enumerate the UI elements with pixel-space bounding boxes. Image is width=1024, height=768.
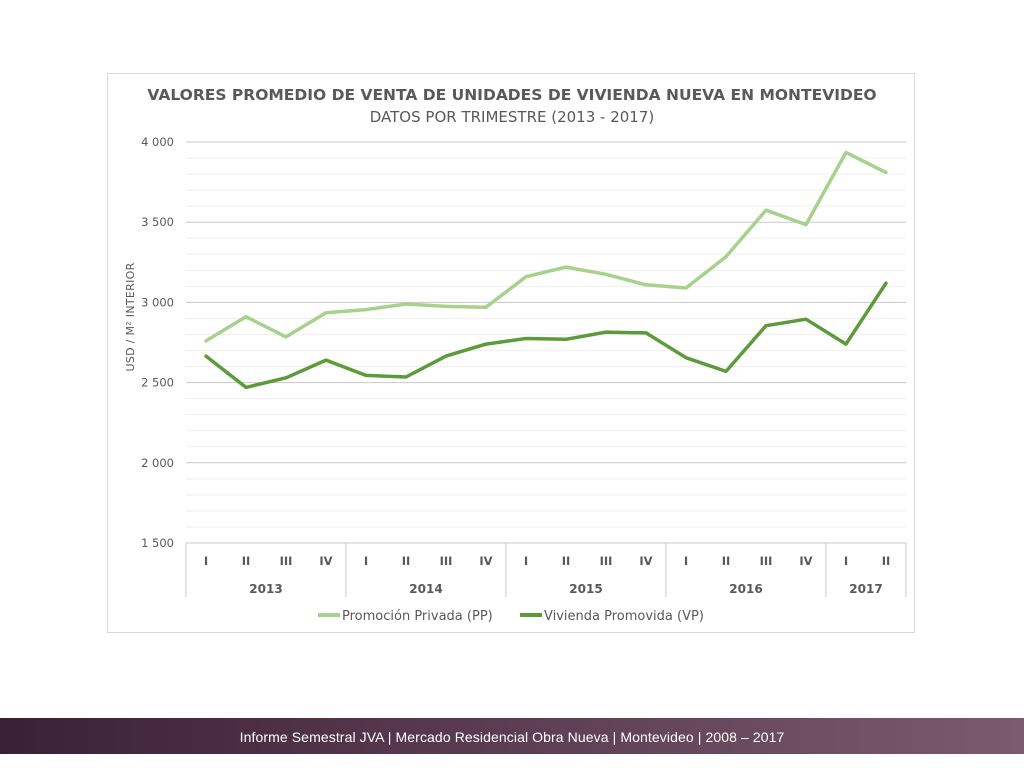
footer-bar: Informe Semestral JVA | Mercado Residenc… <box>0 718 1024 754</box>
x-tick-label: IV <box>639 554 652 568</box>
x-tick-label: III <box>760 554 773 568</box>
y-tick-label: 4 000 <box>141 135 174 149</box>
chart-subtitle: DATOS POR TRIMESTRE (2013 - 2017) <box>370 108 654 126</box>
x-tick-label: I <box>524 554 528 568</box>
footer-text: Informe Semestral JVA | Mercado Residenc… <box>239 729 785 745</box>
x-year-label: 2016 <box>729 582 762 596</box>
x-tick-label: IV <box>799 554 812 568</box>
x-tick-label: I <box>844 554 848 568</box>
x-tick-label: II <box>882 554 891 568</box>
x-tick-label: I <box>364 554 368 568</box>
legend: Promoción Privada (PP) Vivienda Promovida… <box>318 609 704 624</box>
series-line <box>204 281 888 390</box>
legend-label: Promoción Privada (PP) <box>342 609 493 624</box>
y-tick-label: 3 500 <box>141 215 174 229</box>
chart-container: VALORES PROMEDIO DE VENTA DE UNIDADES DE… <box>107 73 915 633</box>
x-tick-label: III <box>440 554 453 568</box>
x-year-label: 2014 <box>409 582 442 596</box>
grid-lines <box>186 141 906 544</box>
y-tick-label: 2 000 <box>141 456 174 470</box>
x-tick-label: I <box>684 554 688 568</box>
x-tick-label: II <box>402 554 411 568</box>
y-tick-label: 1 500 <box>141 536 174 550</box>
y-tick-label: 2 500 <box>141 376 174 390</box>
y-axis-label: USD / M² INTERIOR <box>124 262 137 371</box>
x-tick-label: III <box>600 554 613 568</box>
x-tick-label: II <box>562 554 571 568</box>
x-tick-label: IV <box>319 554 332 568</box>
x-tick-label: I <box>204 554 208 568</box>
x-year-label: 2013 <box>249 582 282 596</box>
y-axis-ticks: 1 500 2 000 2 500 3 000 3 500 4 000 <box>141 135 174 550</box>
x-tick-label: II <box>722 554 731 568</box>
y-tick-label: 3 000 <box>141 295 174 309</box>
x-tick-label: IV <box>479 554 492 568</box>
x-tick-label: II <box>242 554 251 568</box>
series-lines <box>204 150 888 390</box>
x-year-label: 2017 <box>849 582 882 596</box>
legend-label: Vivienda Promovida (VP) <box>544 609 704 624</box>
x-year-label: 2015 <box>569 582 602 596</box>
chart-title: VALORES PROMEDIO DE VENTA DE UNIDADES DE… <box>147 86 876 104</box>
x-tick-label: III <box>280 554 293 568</box>
series-line <box>204 150 888 343</box>
line-chart: VALORES PROMEDIO DE VENTA DE UNIDADES DE… <box>124 86 907 624</box>
